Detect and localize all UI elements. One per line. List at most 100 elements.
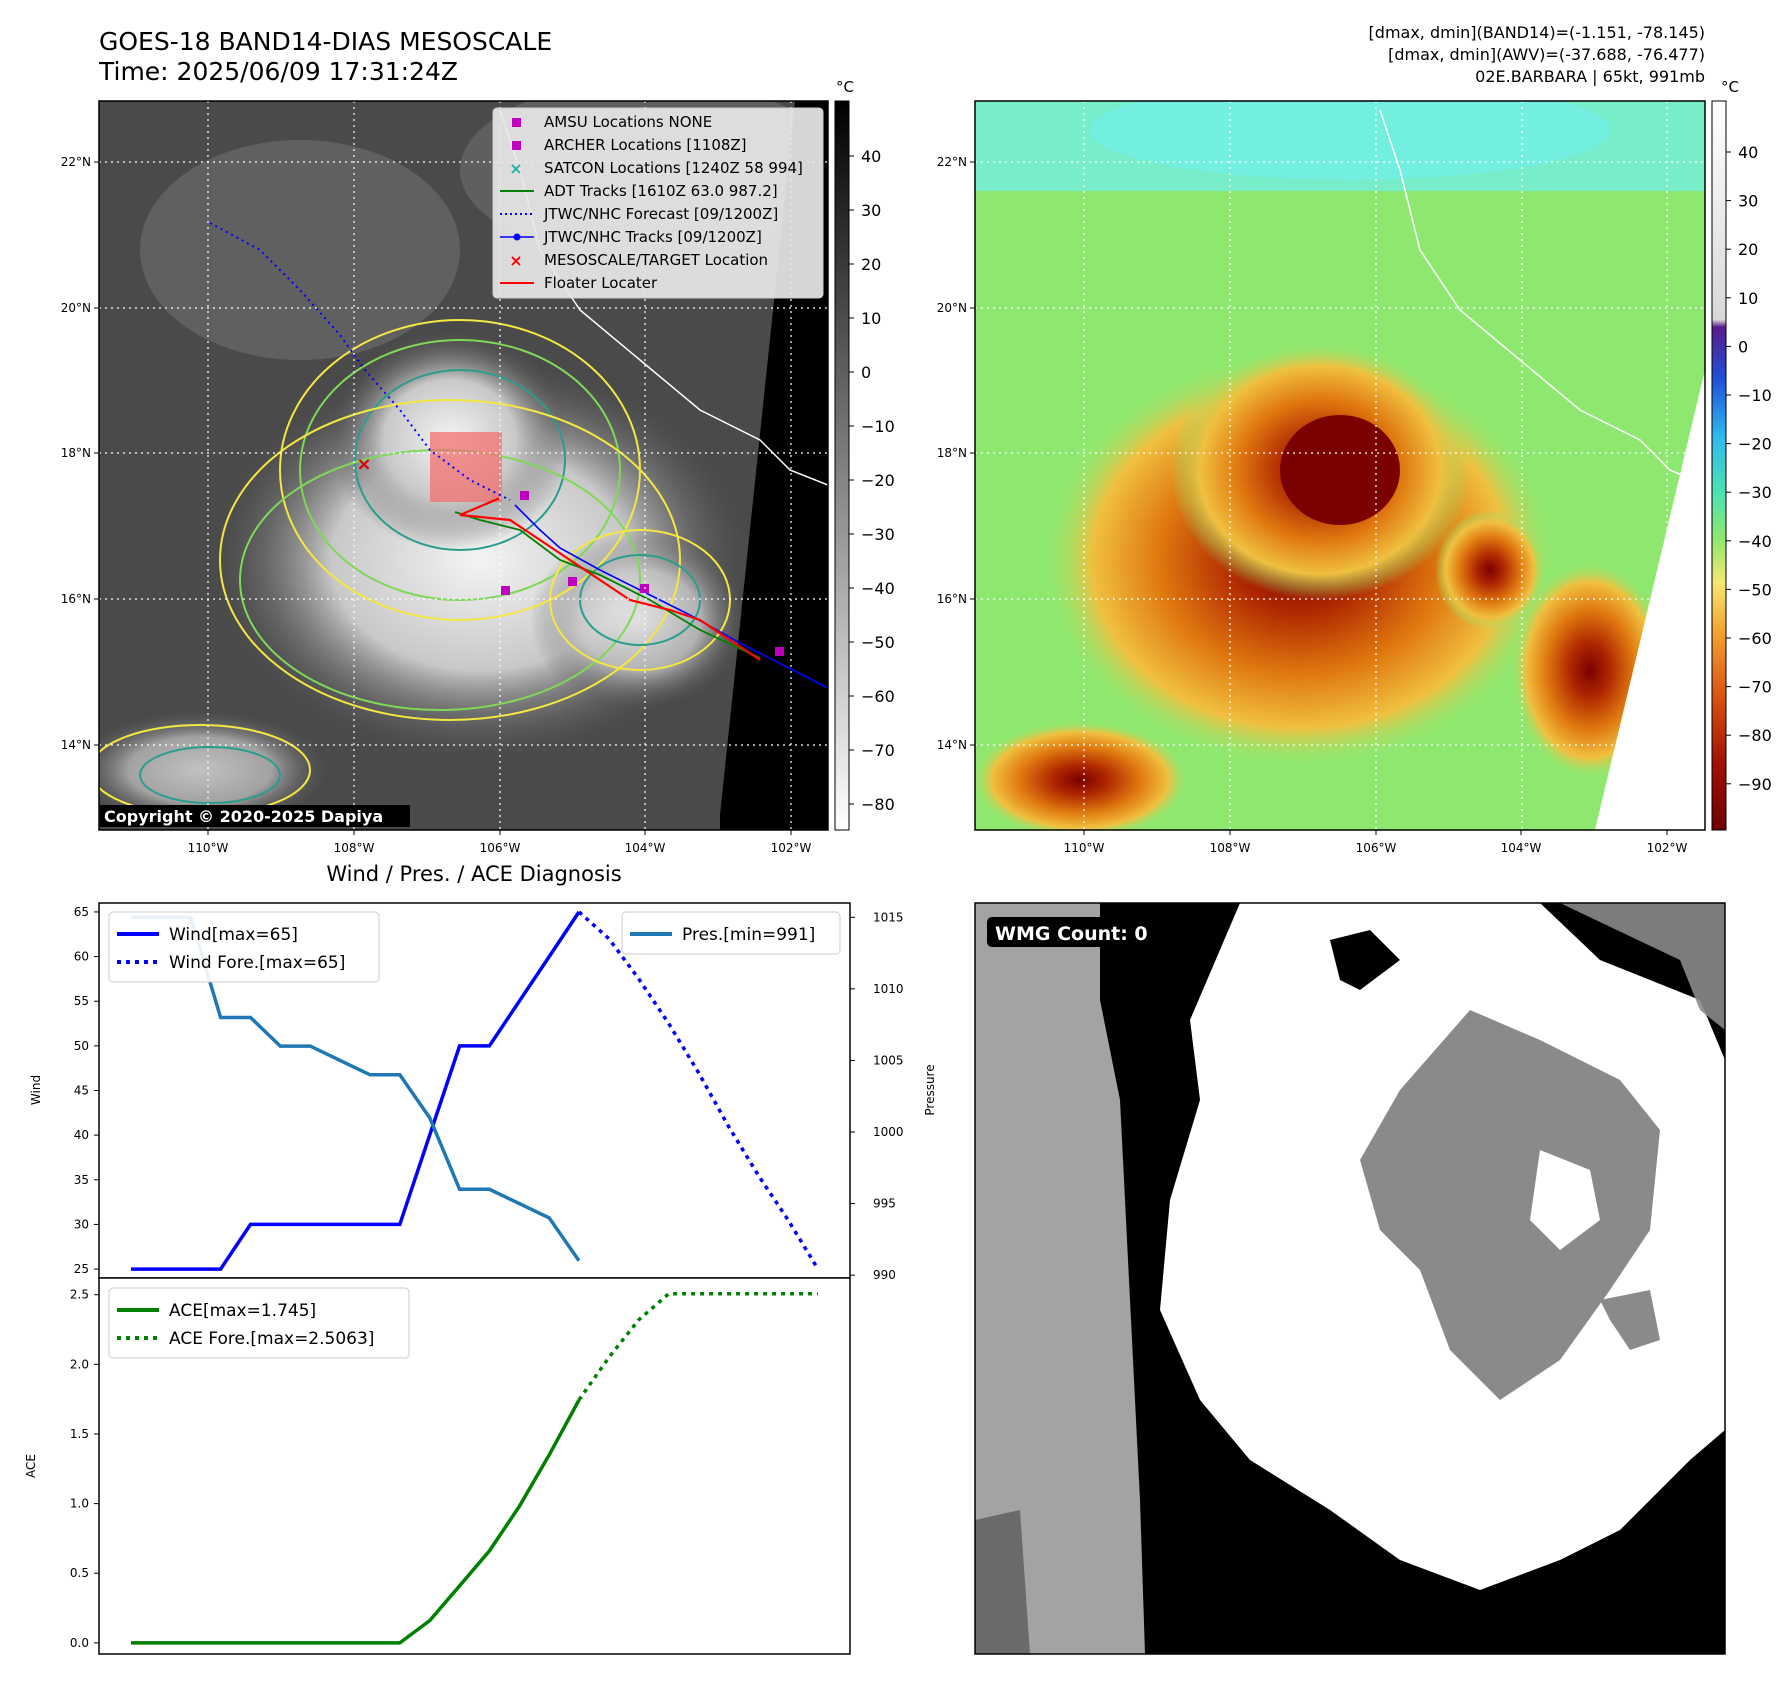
pressure-ylabel: Pressure bbox=[923, 1064, 937, 1115]
svg-text:×: × bbox=[356, 454, 371, 475]
lon-tick-label: 104°W bbox=[625, 841, 666, 855]
copyright-box bbox=[100, 805, 410, 827]
colorbar-tick-label: −80 bbox=[861, 795, 895, 814]
legend-label: Pres.[min=991] bbox=[682, 925, 815, 945]
colorbar-tick-label: −90 bbox=[1738, 775, 1772, 794]
lat-tick-label: 16°N bbox=[937, 592, 967, 606]
wmg-badge bbox=[987, 917, 1167, 947]
y2-tick-label: 1000 bbox=[873, 1125, 904, 1139]
colorbar-tick-label: 20 bbox=[861, 255, 881, 274]
ir-map-color bbox=[975, 101, 1705, 830]
y2-tick-label: 1010 bbox=[873, 982, 904, 996]
colorbar-tick-label: 0 bbox=[1738, 337, 1748, 356]
colorbar-tick-label: −10 bbox=[861, 417, 895, 436]
legend-label: ACE Fore.[max=2.5063] bbox=[169, 1329, 374, 1349]
lat-tick-label: 14°N bbox=[61, 738, 91, 752]
colorbar-tick-label: 20 bbox=[1738, 240, 1758, 259]
stats-awv: [dmax, dmin](AWV)=(-37.688, -76.477) bbox=[1388, 45, 1705, 64]
lat-tick-label: 20°N bbox=[937, 301, 967, 315]
colorbar-tick-label: −80 bbox=[1738, 726, 1772, 745]
colorbar-tick-label: −60 bbox=[861, 687, 895, 706]
colorbar-tick-label: −30 bbox=[1738, 483, 1772, 502]
wind-ylabel: Wind bbox=[29, 1075, 43, 1105]
colorbar-tick-label: −40 bbox=[861, 579, 895, 598]
colorbar-tick-label: −20 bbox=[1738, 435, 1772, 454]
ir-map-frame bbox=[98, 100, 829, 831]
y2-tick-label: 995 bbox=[873, 1197, 896, 1211]
legend-label: ADT Tracks [1610Z 63.0 987.2] bbox=[544, 182, 778, 200]
y-tick-label: 1.5 bbox=[70, 1427, 89, 1441]
gray-colorbar-unit: °C bbox=[836, 78, 854, 96]
wmg-frame bbox=[974, 902, 1726, 1655]
lon-tick-label: 102°W bbox=[1647, 841, 1688, 855]
colorbar-tick-label: 30 bbox=[861, 201, 881, 220]
legend-label: ARCHER Locations [1108Z] bbox=[544, 136, 747, 154]
lon-tick-label: 106°W bbox=[1356, 841, 1397, 855]
y-tick-label: 2.5 bbox=[70, 1288, 89, 1302]
series-line bbox=[131, 910, 581, 1271]
legend-marker-dot bbox=[513, 233, 521, 241]
legend-label: MESOSCALE/TARGET Location bbox=[544, 251, 768, 269]
lat-tick-label: 20°N bbox=[61, 301, 91, 315]
y-tick-label: 30 bbox=[74, 1217, 89, 1231]
lon-tick-label: 108°W bbox=[1210, 841, 1251, 855]
y-tick-label: 0.0 bbox=[70, 1636, 89, 1650]
legend-label: JTWC/NHC Tracks [09/1200Z] bbox=[543, 228, 762, 246]
y-tick-label: 0.5 bbox=[70, 1566, 89, 1580]
legend-marker bbox=[512, 141, 521, 150]
ace-series: 0.0 0.5 1.0 1.5 2.0 2.5 ACE[max=1.745] ACE Fore… bbox=[70, 1287, 818, 1650]
figure-time: Time: 2025/06/09 17:31:24Z bbox=[98, 57, 458, 86]
colorbar-tick-label: −40 bbox=[1738, 532, 1772, 551]
y2-tick-label: 990 bbox=[873, 1268, 896, 1282]
color-map-axis-ticks: 110°W 108°W 106°W 104°W 102°W 22°N 20°N 18°N 16°… bbox=[937, 155, 1688, 855]
series-line bbox=[131, 1399, 581, 1645]
colorbar-tick-label: −10 bbox=[1738, 386, 1772, 405]
color-map-frame bbox=[974, 100, 1706, 831]
legend-label: AMSU Locations NONE bbox=[544, 113, 712, 131]
copyright-text: Copyright © 2020-2025 Dapiya bbox=[104, 807, 383, 826]
y-tick-label: 50 bbox=[74, 1039, 89, 1053]
y-tick-label: 35 bbox=[74, 1173, 89, 1187]
chart-legend bbox=[108, 1287, 410, 1359]
y-tick-label: 65 bbox=[74, 905, 89, 919]
colorbar-tick-label: 40 bbox=[1738, 143, 1758, 162]
chart-legend bbox=[621, 911, 841, 955]
lat-tick-label: 18°N bbox=[937, 446, 967, 460]
diagnosis-title: Wind / Pres. / ACE Diagnosis bbox=[326, 862, 621, 886]
colorbar-tick-label: −50 bbox=[1738, 580, 1772, 599]
colorbar-tick-label: 10 bbox=[1738, 289, 1758, 308]
colorbar-tick-label: −70 bbox=[861, 741, 895, 760]
legend-label: SATCON Locations [1240Z 58 994] bbox=[544, 159, 803, 177]
y2-tick-label: 1005 bbox=[873, 1053, 904, 1067]
legend-marker: × bbox=[509, 159, 522, 178]
y-tick-label: 40 bbox=[74, 1128, 89, 1142]
wind-pressure-series: 25 30 35 40 45 50 55 60 65 990 995 1000 1005 1010 1015… bbox=[74, 905, 904, 1282]
legend-label: ACE[max=1.745] bbox=[169, 1301, 316, 1321]
y2-tick-label: 1015 bbox=[873, 910, 904, 924]
lon-tick-label: 108°W bbox=[334, 841, 375, 855]
chart-legend bbox=[108, 911, 380, 983]
wmg-count: WMG Count: 0 bbox=[995, 923, 1148, 945]
lon-tick-label: 110°W bbox=[188, 841, 229, 855]
colorbar-tick-label: 10 bbox=[861, 309, 881, 328]
gray-colorbar-ticks: 40 30 20 10 0 −10 −20 −30 −40 −50 −60 −70 −80 bbox=[849, 147, 895, 814]
colorbar-tick-label: 40 bbox=[861, 147, 881, 166]
lon-tick-label: 104°W bbox=[1501, 841, 1542, 855]
y-tick-label: 25 bbox=[74, 1262, 89, 1276]
figure-title: GOES-18 BAND14-DIAS MESOSCALE bbox=[99, 27, 552, 56]
lat-tick-label: 14°N bbox=[937, 738, 967, 752]
legend-marker bbox=[512, 118, 521, 127]
lon-tick-label: 102°W bbox=[771, 841, 812, 855]
colorbar-tick-label: 30 bbox=[1738, 192, 1758, 211]
colorbar-tick-label: −60 bbox=[1738, 629, 1772, 648]
gray-colorbar bbox=[834, 100, 850, 831]
legend-label: Wind[max=65] bbox=[169, 925, 298, 945]
lat-tick-label: 18°N bbox=[61, 446, 91, 460]
legend-label: Floater Locater bbox=[544, 274, 658, 292]
ace-ylabel: ACE bbox=[24, 1454, 38, 1478]
legend-label: JTWC/NHC Forecast [09/1200Z] bbox=[543, 205, 778, 223]
lat-tick-label: 22°N bbox=[61, 155, 91, 169]
colorbar-tick-label: −20 bbox=[861, 471, 895, 490]
color-colorbar-unit: °C bbox=[1721, 78, 1739, 96]
